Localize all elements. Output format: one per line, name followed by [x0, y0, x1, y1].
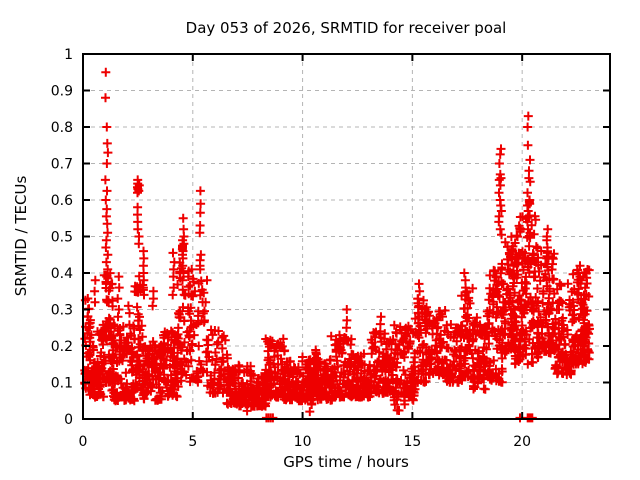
- y-tick-label: 1: [64, 47, 73, 63]
- y-tick-label: 0.9: [51, 84, 73, 100]
- x-tick-label: 15: [403, 434, 421, 450]
- chart-title: Day 053 of 2026, SRMTID for receiver poa…: [186, 19, 507, 37]
- y-tick-label: 0: [64, 412, 73, 428]
- y-tick-label: 0.2: [51, 339, 73, 355]
- y-tick-label: 0.8: [51, 120, 73, 136]
- x-tick-label: 0: [79, 434, 88, 450]
- x-axis-label: GPS time / hours: [283, 453, 409, 471]
- y-tick-label: 0.5: [51, 230, 73, 246]
- x-tick-label: 20: [513, 434, 531, 450]
- y-tick-label: 0.4: [51, 266, 73, 282]
- y-axis-label: SRMTID / TECUs: [12, 176, 30, 297]
- y-tick-label: 0.7: [51, 157, 73, 173]
- tick-labels: 0 5 10 15 20 0 0.1 0.2 0.3 0.4 0.5 0.6 0.7 0.8 0.9 1: [51, 47, 531, 450]
- x-tick-label: 5: [188, 434, 197, 450]
- x-tick-label: 10: [294, 434, 312, 450]
- y-tick-label: 0.3: [51, 303, 73, 319]
- y-tick-label: 0.1: [51, 376, 73, 392]
- y-tick-label: 0.6: [51, 193, 73, 209]
- axis-box-and-ticks: [82, 53, 611, 420]
